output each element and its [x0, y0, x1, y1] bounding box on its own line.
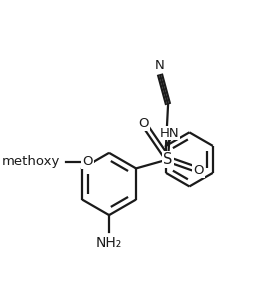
- Text: S: S: [163, 152, 173, 167]
- Text: O: O: [138, 117, 149, 130]
- Text: O: O: [83, 155, 93, 168]
- Text: NH₂: NH₂: [96, 236, 122, 250]
- Text: methoxy: methoxy: [2, 155, 60, 168]
- Text: HN: HN: [160, 127, 179, 140]
- Text: O: O: [193, 163, 204, 176]
- Text: N: N: [155, 60, 165, 73]
